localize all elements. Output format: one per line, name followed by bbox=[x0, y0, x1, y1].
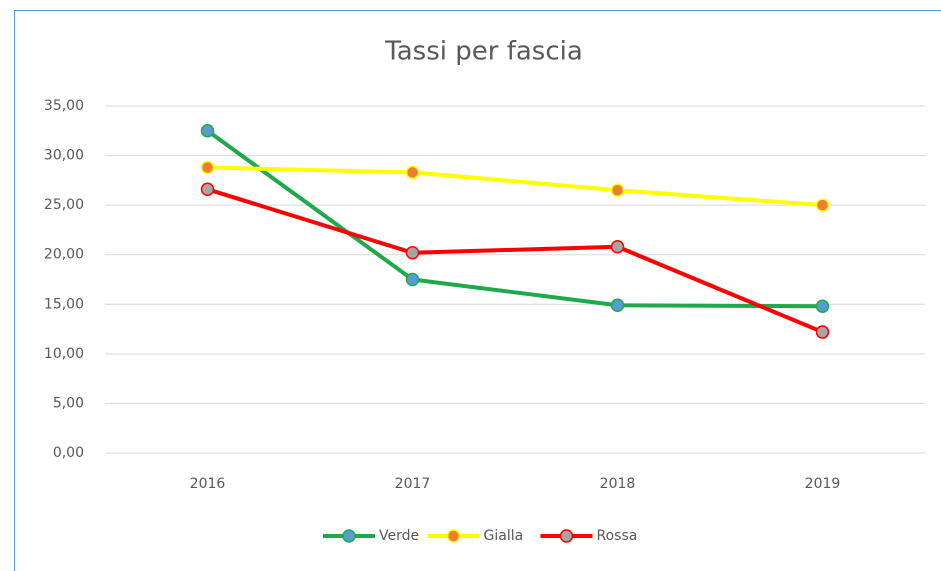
series-line bbox=[207, 165, 823, 208]
chart-title: Tassi per fascia bbox=[384, 37, 583, 67]
legend-marker bbox=[446, 529, 461, 543]
y-tick-label: 25,00 bbox=[44, 197, 84, 213]
legend-marker bbox=[559, 529, 574, 543]
point bbox=[405, 245, 420, 260]
point bbox=[815, 198, 830, 212]
point bbox=[405, 272, 420, 287]
x-tick-label: 2016 bbox=[190, 476, 226, 492]
point bbox=[610, 298, 625, 313]
point bbox=[610, 240, 625, 254]
y-tick-label: 0,00 bbox=[53, 445, 84, 461]
x-tick-label: 2019 bbox=[805, 476, 841, 492]
legend-marker bbox=[342, 529, 356, 543]
y-tick-label: 20,00 bbox=[44, 247, 84, 263]
y-tick-label: 35,00 bbox=[44, 98, 84, 114]
y-tick-label: 30,00 bbox=[44, 148, 84, 164]
chart-border bbox=[14, 10, 941, 571]
point bbox=[200, 124, 215, 138]
point bbox=[815, 325, 830, 339]
series-line bbox=[206, 129, 823, 309]
point bbox=[200, 182, 215, 197]
legend-label: Rossa bbox=[597, 528, 638, 544]
x-tick-label: 2017 bbox=[395, 476, 431, 492]
series-line bbox=[206, 187, 824, 334]
legend-label: Gialla bbox=[484, 528, 524, 544]
point bbox=[200, 160, 215, 175]
point bbox=[405, 165, 420, 180]
y-tick-label: 10,00 bbox=[44, 346, 84, 362]
legend-label: Verde bbox=[379, 528, 419, 544]
point bbox=[610, 183, 625, 198]
y-tick-label: 5,00 bbox=[53, 395, 84, 411]
x-tick-label: 2018 bbox=[600, 476, 636, 492]
y-tick-label: 15,00 bbox=[44, 296, 84, 312]
point bbox=[815, 299, 830, 314]
